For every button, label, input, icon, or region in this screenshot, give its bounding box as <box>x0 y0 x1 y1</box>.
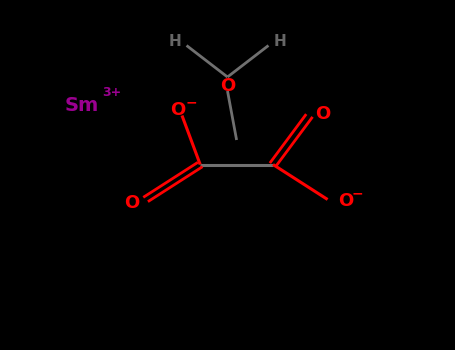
Text: −: − <box>351 186 363 200</box>
Text: 3+: 3+ <box>102 86 121 99</box>
Text: O: O <box>338 192 354 210</box>
Text: O: O <box>315 105 331 123</box>
Text: Sm: Sm <box>65 96 99 114</box>
Text: O: O <box>170 101 185 119</box>
Text: H: H <box>169 35 182 49</box>
Text: H: H <box>273 35 286 49</box>
Text: O: O <box>124 194 140 212</box>
Text: O: O <box>220 77 235 95</box>
Text: −: − <box>185 95 197 109</box>
